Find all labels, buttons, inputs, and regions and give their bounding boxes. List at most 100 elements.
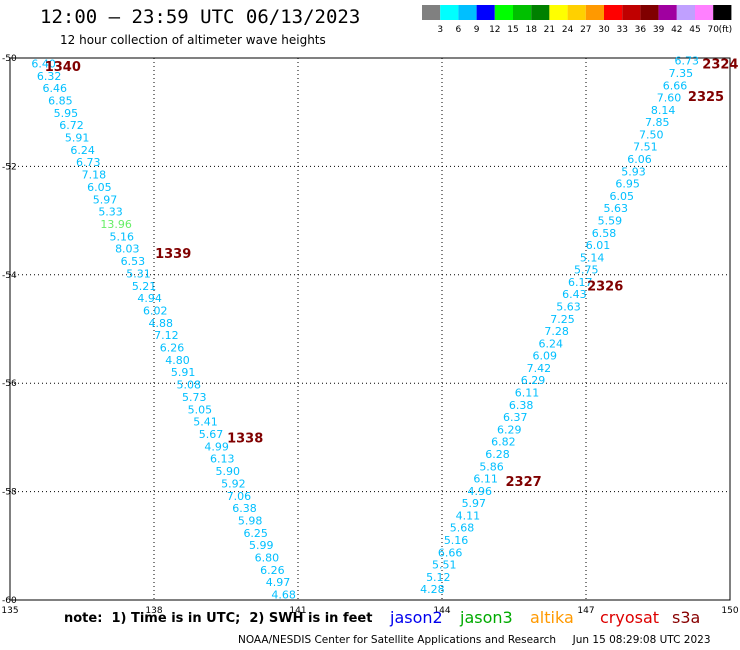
wave-height-point: 6.11 [473,473,498,486]
wave-height-point: 5.98 [238,514,263,527]
wave-height-point: 6.09 [533,350,558,363]
wave-height-point: 5.08 [176,379,201,392]
wave-height-point: 6.28 [485,448,510,461]
legend-label: 27 [580,25,591,35]
wave-height-point: 5.05 [188,403,213,416]
wave-height-point: 5.99 [249,539,274,552]
pass-time-label: 2326 [587,280,623,295]
plot-frame [9,57,731,601]
legend-label: 39 [653,25,665,35]
wave-height-point: 5.73 [182,391,207,404]
wave-height-point: 4.88 [149,317,174,330]
legend-swatch [458,5,477,20]
wave-height-point: 6.72 [59,119,84,132]
wave-height-point: 6.82 [491,436,516,449]
wave-height-point: 5.91 [65,132,90,145]
wave-height-point: 7.18 [82,169,107,182]
x-tick-label: 141 [289,606,306,616]
wave-height-point: 4.11 [456,509,481,522]
wave-height-point: 5.90 [216,465,241,478]
pass-time-label: 2324 [702,57,738,72]
wave-height-point: 13.96 [100,218,132,231]
wave-height-point: 6.02 [143,304,168,317]
wave-height-point: 4.97 [266,576,291,589]
wave-height-point: 4.96 [467,485,492,498]
legend-swatch [567,5,586,20]
y-tick-label: -58 [2,488,17,498]
legend-swatch [549,5,568,20]
wave-height-point: 4.80 [165,354,190,367]
wave-height-point: 7.25 [550,313,575,326]
wave-height-point: 6.29 [497,423,522,436]
wave-height-point: 5.33 [98,206,123,219]
legend-label: 24 [562,25,574,35]
wave-height-point: 7.85 [645,116,670,129]
legend-label: 36 [635,25,647,35]
wave-height-point: 6.43 [562,288,587,301]
pass-time-label: 1340 [45,60,81,75]
wave-height-point: 6.95 [615,178,640,191]
wave-height-point: 6.66 [663,79,688,92]
wave-height-point: 5.51 [432,559,457,572]
wave-height-point: 4.68 [271,589,296,602]
legend-swatch [604,5,623,20]
pass-time-label: 2325 [688,90,724,105]
wave-height-point: 5.31 [126,267,151,280]
wave-height-point: 6.38 [509,399,534,412]
wave-height-point: 5.68 [450,522,475,535]
wave-height-points: 6.406.326.466.855.956.725.916.246.737.18… [31,55,699,602]
legend-swatch [513,5,532,20]
wave-height-point: 6.73 [675,55,700,68]
wave-height-point: 7.50 [639,128,664,141]
wave-height-point: 5.59 [598,214,623,227]
legend-swatch [494,5,513,20]
legend-swatch [585,5,604,20]
wave-height-point: 6.05 [609,190,634,203]
wave-height-point: 5.86 [479,460,504,473]
pass-time-label: 1339 [155,247,191,262]
legend-swatch [476,5,495,20]
legend-swatch [695,5,714,20]
wave-height-point: 5.12 [426,571,451,584]
wave-height-point: 7.60 [657,92,682,105]
wave-height-point: 6.06 [627,153,652,166]
legend-label: 21 [544,25,555,35]
legend-swatch [422,5,441,20]
wave-height-point: 5.14 [580,251,605,264]
wave-height-point: 6.38 [232,502,257,515]
legend-label: 45 [689,25,700,35]
wave-height-point: 6.24 [70,144,95,157]
legend-label: 3 [437,25,443,35]
chart-subtitle: 12 hour collection of altimeter wave hei… [60,33,326,47]
wave-height-point: 5.41 [193,416,218,429]
color-legend: 3 6 9 12 15 18 21 24 27 30 33 36 39 42 45 70 (ft) [422,5,732,35]
wave-height-point: 7.06 [227,490,252,503]
wave-height-point: 6.73 [76,156,101,169]
legend-label: 42 [671,25,682,35]
wave-height-point: 6.13 [210,453,235,466]
wave-height-point: 6.53 [121,255,146,268]
wave-height-point: 8.14 [651,104,676,117]
wave-height-point: 5.16 [109,230,134,243]
wave-height-point: 5.93 [621,165,646,178]
legend-label: 12 [489,25,500,35]
satellite-altika: altika [530,608,574,627]
y-axis-ticks: -50 -52 -54 -56 -58 -60 [2,54,17,606]
x-tick-label: 150 [721,606,738,616]
wave-height-point: 6.85 [48,94,73,107]
wave-height-point: 5.75 [574,264,599,277]
wave-height-point: 5.97 [462,497,487,510]
wave-height-point: 6.32 [37,70,62,83]
legend-label: 15 [507,25,518,35]
legend-unit: (ft) [719,25,733,35]
wave-height-point: 6.01 [586,239,611,252]
wave-height-point: 5.95 [54,107,79,120]
wave-height-point: 4.99 [204,440,229,453]
satellite-s3a: s3a [672,608,701,627]
footer-note: note: 1) Time is in UTC; 2) SWH is in fe… [64,611,373,626]
legend-swatch [531,5,550,20]
y-tick-label: -54 [2,271,17,281]
chart-title: 12:00 – 23:59 UTC 06/13/2023 [40,6,361,28]
wave-height-point: 5.97 [93,193,118,206]
